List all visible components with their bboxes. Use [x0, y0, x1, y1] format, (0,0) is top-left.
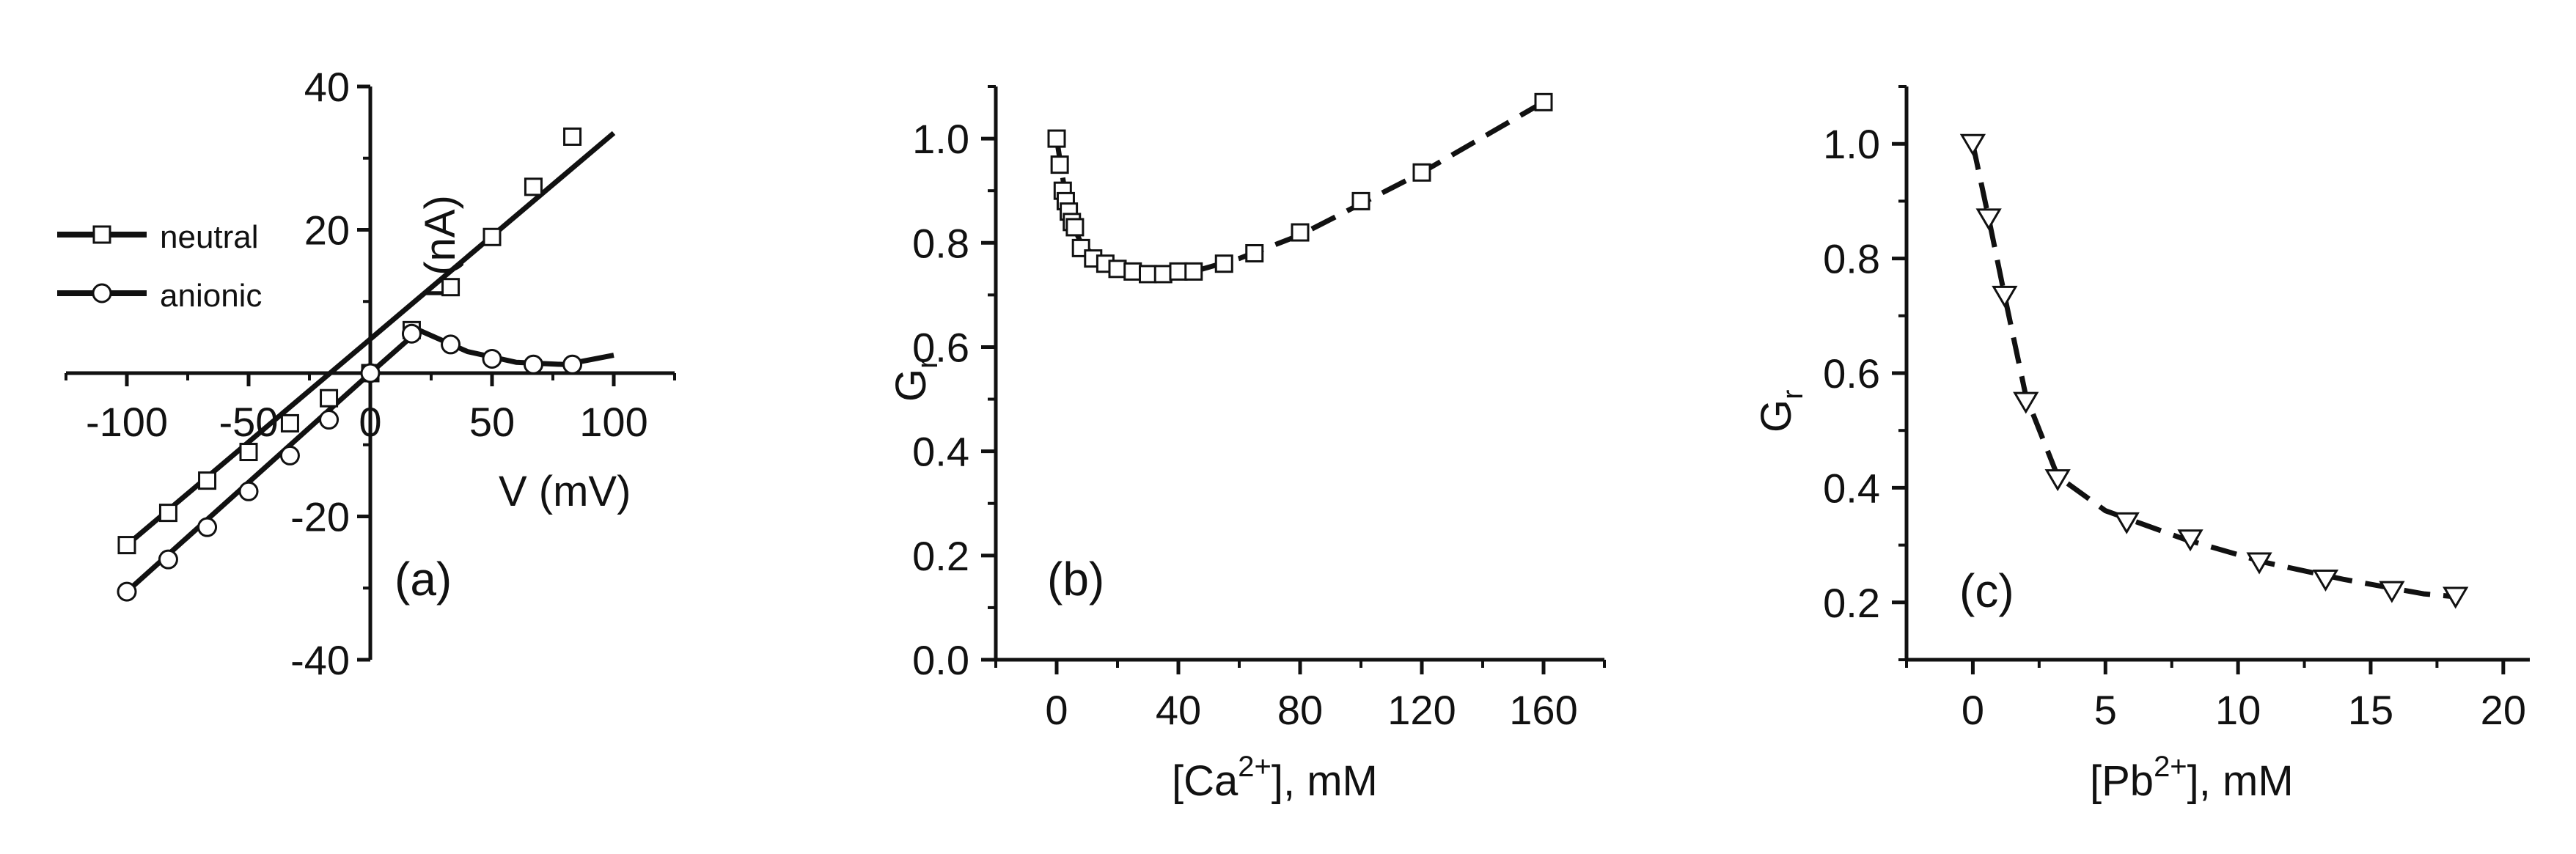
legend-neutral-marker [92, 225, 111, 244]
data-point [1959, 133, 1986, 156]
y-tick-label: 0.8 [912, 220, 969, 266]
y-tick-label: 0.2 [912, 533, 969, 579]
legend-anionic-marker [92, 283, 112, 303]
data-point-neutral [198, 471, 217, 490]
x-tick-label: 15 [2348, 687, 2393, 733]
panel-b-label: (b) [1047, 553, 1104, 605]
data-point [1139, 265, 1157, 284]
x-tick-label: 40 [1156, 687, 1201, 733]
y-tick-label: -20 [290, 494, 350, 540]
data-point-neutral [524, 177, 543, 196]
data-point [1975, 208, 2002, 231]
y-tick-label: 1.0 [912, 116, 969, 162]
data-point-neutral [280, 413, 299, 432]
data-point [1153, 265, 1173, 284]
y-tick-label: 0.8 [1823, 236, 1880, 282]
x-tick-label: 20 [2481, 687, 2526, 733]
y-tick-label: 0.6 [1823, 350, 1880, 397]
data-point-anionic [441, 334, 461, 355]
data-point [1351, 191, 1370, 210]
data-point [2246, 552, 2272, 575]
x-tick-label: -100 [86, 399, 168, 445]
data-point [1065, 218, 1085, 237]
data-point [2312, 570, 2339, 592]
data-point-anionic [482, 348, 502, 369]
x-tick-label: 160 [1509, 687, 1577, 733]
legend-neutral-label: neutral [160, 219, 259, 255]
data-point-anionic [158, 549, 178, 570]
data-point [2113, 512, 2140, 534]
legend-anionic-label: anionic [160, 278, 262, 314]
data-point [1184, 262, 1203, 281]
panel-a-x-axis-label: V (mV) [499, 468, 631, 515]
x-tick-label: -50 [219, 399, 279, 445]
data-point-neutral [482, 227, 502, 246]
data-point [1123, 262, 1142, 281]
data-point-neutral [239, 443, 258, 462]
data-point-anionic [238, 481, 259, 501]
data-point [2177, 529, 2203, 552]
data-point [1050, 155, 1069, 174]
data-point-anionic [360, 363, 381, 383]
x-tick-label: 0 [1045, 687, 1068, 733]
y-tick-label: 0.4 [1823, 465, 1880, 511]
data-point [1214, 254, 1233, 273]
data-point [2379, 581, 2405, 603]
x-tick-label: 50 [469, 399, 515, 445]
y-tick-label: 40 [304, 64, 350, 110]
data-point [2013, 391, 2039, 414]
y-tick-label: -40 [290, 637, 350, 683]
y-tick-label: 1.0 [1823, 121, 1880, 167]
panel-b-x-axis-label: [Ca2+], mM [1172, 751, 1378, 805]
panel-c-pb-conductance: (c) Gr [Pb2+], mM 0 5 10 15 20 0.2 0.4 0.6 0.8 1.… [1753, 85, 2530, 805]
dashed-fit-line [1970, 143, 2456, 600]
y-tick-label: 0.0 [912, 637, 969, 683]
x-tick-label: 10 [2215, 687, 2261, 733]
data-point [1108, 259, 1127, 279]
data-point-anionic [279, 445, 300, 465]
data-point-anionic [197, 517, 218, 537]
data-point [2443, 586, 2469, 609]
x-tick-label: 0 [359, 399, 381, 445]
x-tick-label: 0 [1962, 687, 1984, 733]
x-tick-label: 120 [1387, 687, 1456, 733]
data-point-anionic [319, 410, 340, 430]
panel-c-label: (c) [1959, 564, 2014, 617]
data-point [1169, 262, 1188, 281]
data-point [1992, 285, 2018, 308]
data-point-neutral [117, 536, 136, 555]
y-tick-label: 0.4 [912, 429, 969, 475]
y-tick-label: 0.2 [1823, 580, 1880, 626]
data-point-anionic [562, 354, 583, 375]
data-point-anionic [117, 581, 137, 602]
data-point [2044, 469, 2071, 492]
data-point-neutral [320, 389, 339, 408]
data-point-neutral [563, 127, 582, 146]
panel-a-label: (a) [395, 553, 452, 605]
data-point [1291, 223, 1310, 242]
panel-b-ca-conductance: (b) Gr [Ca2+], mM 0 40 80 120 160 0.0 0.2 0.4 0.… [887, 85, 1606, 805]
y-tick-label: 0.6 [912, 324, 969, 370]
x-tick-label: 100 [579, 399, 647, 445]
panel-c-x-axis-label: [Pb2+], mM [2090, 751, 2294, 805]
x-tick-label: 5 [2094, 687, 2117, 733]
y-tick-label: 20 [304, 207, 350, 254]
data-point [1047, 129, 1066, 148]
panel-c-y-axis-label: Gr [1753, 390, 1809, 432]
data-point [1534, 92, 1553, 111]
data-point-anionic [401, 323, 422, 344]
panel-a-legend: neutral anionic [57, 219, 262, 314]
panel-b-y-axis-label: Gr [887, 359, 944, 402]
data-point-neutral [158, 504, 177, 523]
dashed-fit-line [1054, 100, 1545, 277]
data-point [1412, 163, 1431, 182]
data-point [1245, 243, 1264, 262]
data-point-anionic [523, 354, 543, 375]
data-point-neutral [441, 278, 460, 297]
x-tick-label: 80 [1277, 687, 1323, 733]
panel-a-iv-curves: (a) I (nA) V (mV) neutral anionic -100 -5… [57, 64, 676, 683]
